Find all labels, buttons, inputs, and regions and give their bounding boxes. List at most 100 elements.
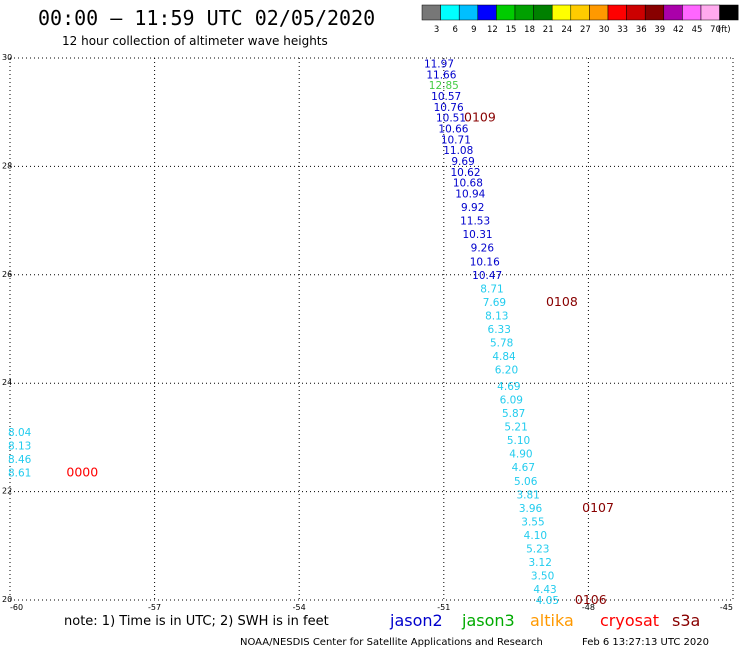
map-title: 00:00 – 11:59 UTC 02/05/2020	[38, 6, 375, 30]
color-scale-label: 9	[471, 25, 476, 35]
longitude-tick-label: -57	[148, 603, 161, 612]
pass-time-label: 0106	[575, 592, 607, 607]
wave-height-value: 8.13	[8, 441, 31, 453]
latitude-tick-label: 30	[2, 53, 12, 62]
wave-height-value: 10.51	[436, 113, 466, 125]
color-swatch	[700, 4, 720, 21]
wave-height-value: 4.10	[524, 530, 547, 542]
wave-height-value: 3.81	[516, 489, 539, 501]
color-swatch	[533, 4, 553, 21]
pass-time-label: 0109	[464, 110, 496, 125]
color-swatch	[644, 4, 665, 21]
color-swatch	[570, 4, 590, 21]
wave-height-value: 5.78	[490, 338, 513, 350]
color-scale-label: 18	[524, 25, 535, 35]
color-swatch	[551, 4, 572, 21]
longitude-tick-label: -60	[10, 603, 23, 612]
color-swatch	[607, 4, 627, 21]
wave-height-value: 5.21	[504, 422, 527, 434]
wave-height-value: 10.47	[472, 270, 502, 282]
wave-height-value: 9.26	[471, 243, 495, 255]
axis-tick-labels: -60 -57 -54 -51 -48 -45 30 28 26 24 22 20	[2, 53, 733, 612]
longitude-tick-label: -54	[293, 603, 306, 612]
color-swatch	[626, 4, 646, 21]
wave-height-value: 9.92	[461, 202, 484, 214]
wave-height-value: 10.31	[463, 229, 493, 241]
wave-height-value: 5.10	[507, 435, 530, 447]
wave-height-value: 8.61	[8, 468, 31, 480]
color-scale-label: 39	[654, 25, 665, 35]
footer-note: note: 1) Time is in UTC; 2) SWH is in fe…	[64, 614, 329, 629]
wave-height-value: 6.33	[488, 324, 511, 336]
color-scale-label: 30	[599, 25, 610, 35]
wave-height-value: 12.85	[429, 80, 459, 92]
color-swatch	[682, 4, 702, 21]
satellite-legend: jason2 jason3 altika cryosat s3a	[389, 611, 700, 630]
pass-time-label: 0000	[66, 465, 98, 480]
longitude-tick-label: -48	[582, 603, 595, 612]
map-subtitle: 12 hour collection of altimeter wave hei…	[62, 34, 328, 48]
satellite-name-jason3: jason3	[461, 611, 515, 630]
wave-height-value: 6.20	[495, 365, 518, 377]
wave-height-value: 10.76	[434, 102, 464, 114]
wave-height-value: 10.68	[453, 178, 483, 190]
color-swatch	[458, 4, 479, 21]
color-scale-label: (ft)	[718, 25, 731, 35]
wave-height-value: 5.06	[514, 476, 538, 488]
pass-time-label: 0108	[546, 294, 578, 309]
wave-height-value: 7.69	[483, 297, 506, 309]
color-scale-label: 42	[673, 25, 684, 35]
wave-height-value: 10.16	[470, 256, 500, 268]
color-swatch	[514, 4, 534, 21]
color-scale-label: 36	[636, 25, 647, 35]
latitude-tick-label: 24	[2, 378, 12, 387]
latitude-tick-label: 26	[2, 270, 12, 279]
satellite-name-cryosat: cryosat	[600, 611, 659, 630]
wave-height-value: 4.05	[536, 595, 559, 607]
wave-height-value: 10.57	[431, 91, 461, 103]
wave-height-observations: 11.9711.6612.8510.5710.7610.5110.6610.71…	[8, 58, 559, 607]
satellite-name-jason2: jason2	[389, 611, 443, 630]
wave-height-value: 6.09	[500, 394, 523, 406]
wave-height-value: 5.23	[526, 544, 549, 556]
wave-height-value: 3.12	[529, 557, 552, 569]
color-swatch	[719, 4, 739, 21]
color-scale-label: 12	[487, 25, 498, 35]
latitude-tick-label: 20	[2, 595, 12, 604]
latitude-tick-label: 22	[2, 487, 12, 496]
wave-height-value: 10.66	[438, 123, 468, 135]
wave-height-value: 8.71	[480, 283, 503, 295]
color-scale-legend: 3 6 9 12 15 18 21 24 27 30 33 36 39 42 45 70(ft)	[421, 4, 739, 35]
color-scale-label: 15	[506, 25, 517, 35]
wave-height-value: 3.55	[521, 516, 544, 528]
wave-height-value: 5.87	[502, 408, 525, 420]
color-scale-label: 21	[543, 25, 554, 35]
wave-height-value: 4.67	[512, 462, 535, 474]
wave-height-value: 9.69	[451, 156, 474, 168]
color-scale-label: 33	[617, 25, 628, 35]
color-swatch	[589, 4, 609, 21]
latitude-tick-label: 28	[2, 161, 12, 170]
color-swatch	[421, 4, 441, 21]
footer-timestamp: Feb 6 13:27:13 UTC 2020	[582, 637, 709, 648]
color-scale-label: 3	[434, 25, 439, 35]
wave-height-value: 3.50	[531, 571, 554, 583]
wave-height-value: 4.84	[492, 351, 516, 363]
wave-height-value: 4.43	[533, 584, 556, 596]
wave-height-value: 3.96	[519, 503, 543, 515]
color-swatch	[663, 4, 683, 21]
wave-height-value: 8.04	[8, 427, 32, 439]
wave-height-value: 10.94	[455, 189, 485, 201]
satellite-name-s3a: s3a	[672, 611, 700, 630]
wave-height-value: 11.97	[424, 58, 454, 70]
satellite-name-altika: altika	[530, 611, 574, 630]
longitude-tick-label: -45	[720, 603, 733, 612]
wave-height-value: 11.66	[426, 69, 456, 81]
color-scale-label: 70	[710, 25, 721, 35]
wave-height-value: 4.69	[497, 381, 520, 393]
wave-height-value: 11.08	[443, 145, 473, 157]
wave-height-value: 8.46	[8, 454, 32, 466]
map-grid	[9, 57, 734, 601]
